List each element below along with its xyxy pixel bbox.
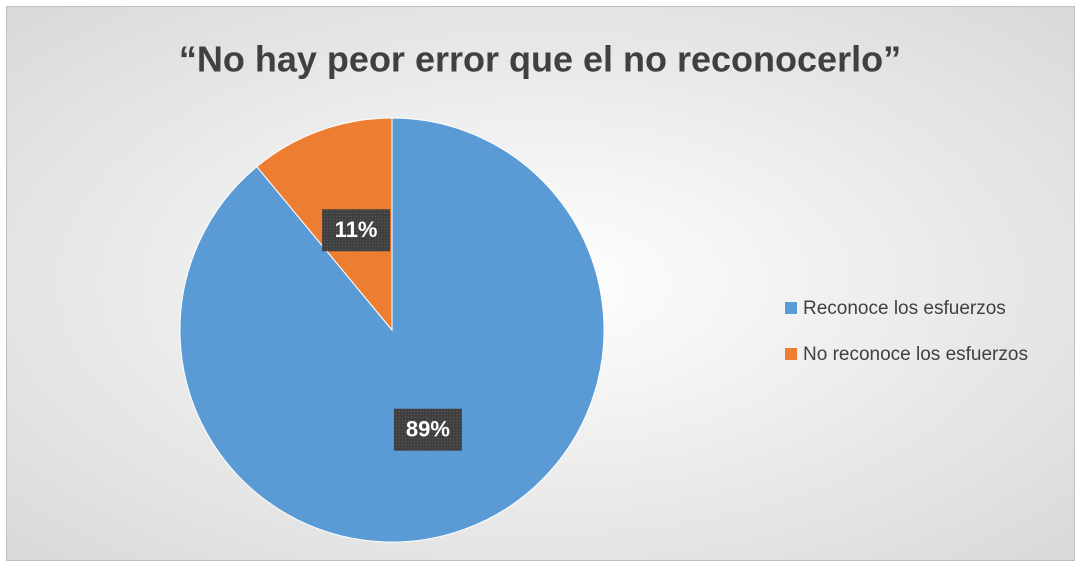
legend-swatch [785,302,797,314]
chart-title: “No hay peor error que el no reconocerlo… [179,39,901,80]
pie [179,117,605,543]
data-label: 89% [393,408,462,451]
data-label-box [322,209,391,252]
data-label: 11% [322,209,391,252]
data-label-text: 11% [335,217,378,242]
data-label-box [393,408,462,451]
legend-swatch [785,348,797,360]
data-labels: 89% 11% [322,209,462,451]
data-label-text: 89% [406,417,450,442]
legend: Reconoce los esfuerzos No reconoce los es… [785,298,1028,365]
legend-label: Reconoce los esfuerzos [803,298,1006,319]
legend-label: No reconoce los esfuerzos [803,344,1028,365]
